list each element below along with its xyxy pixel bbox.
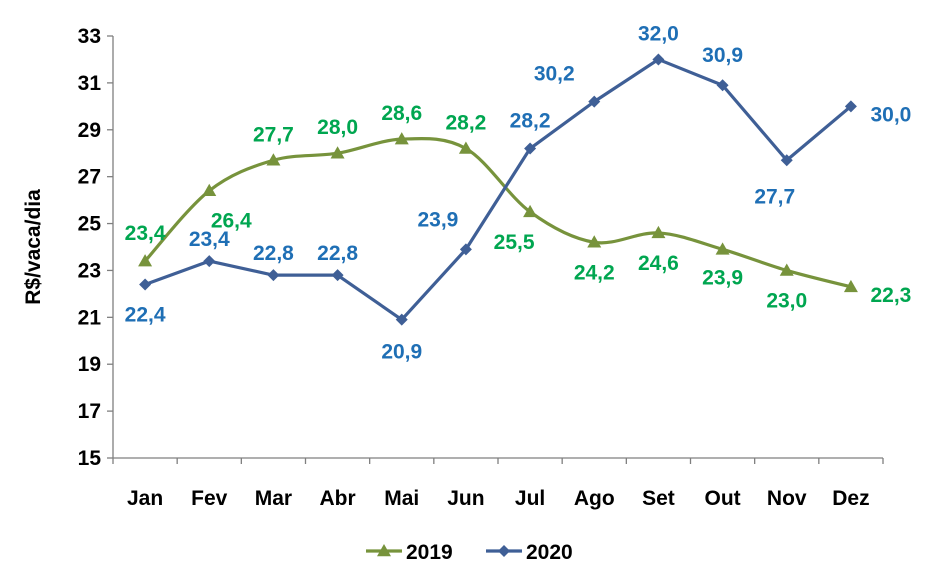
x-tick-label: Mar bbox=[255, 487, 292, 510]
series-2020-data-label: 23,4 bbox=[189, 228, 230, 251]
series-2020-line bbox=[144, 57, 852, 322]
x-tick-label: Fev bbox=[191, 487, 228, 510]
series-layer bbox=[138, 53, 858, 326]
series-2019-data-label: 28,2 bbox=[445, 112, 486, 135]
series-2019-point bbox=[458, 141, 473, 154]
series-2020-point bbox=[459, 243, 472, 256]
series-2019-data-label: 28,0 bbox=[317, 116, 358, 139]
x-tick-label: Jan bbox=[127, 487, 163, 510]
series-2020-data-label: 27,7 bbox=[754, 185, 795, 208]
series-2020-point bbox=[203, 255, 216, 268]
series-2019-point bbox=[651, 225, 666, 239]
series-2020-data-label: 22,8 bbox=[253, 242, 294, 265]
series-2019-data-label: 24,6 bbox=[638, 252, 679, 275]
series-2019-data-label: 27,7 bbox=[253, 123, 294, 146]
series-2020-point bbox=[588, 95, 601, 108]
x-tick-label: Ago bbox=[574, 487, 615, 510]
series-2019-point bbox=[394, 132, 409, 145]
series-2019-point bbox=[330, 146, 345, 159]
x-tick-label: Set bbox=[642, 487, 675, 510]
series-2020-data-label: 22,4 bbox=[125, 304, 166, 327]
series-2019-point bbox=[266, 153, 281, 166]
series-2020-point bbox=[524, 142, 537, 155]
legend: 2019 2020 bbox=[366, 541, 573, 564]
x-tick-label: Dez bbox=[832, 487, 869, 510]
x-tick-label: Jul bbox=[515, 487, 545, 510]
series-2020-point bbox=[844, 100, 857, 113]
series-2020-point bbox=[780, 154, 793, 167]
series-2019-point bbox=[523, 204, 538, 218]
series-2020-data-label: 22,8 bbox=[317, 242, 358, 265]
series-2020-data-label: 28,2 bbox=[510, 110, 551, 133]
y-tick-label: 23 bbox=[78, 259, 101, 282]
y-tick-label: 27 bbox=[78, 166, 101, 189]
y-tick-label: 29 bbox=[78, 119, 101, 142]
series-2020-data-label: 20,9 bbox=[381, 341, 422, 364]
series-2020-point bbox=[139, 278, 152, 291]
y-tick-label: 17 bbox=[78, 400, 101, 423]
series-2019-data-label: 26,4 bbox=[211, 210, 252, 233]
series-2019-point bbox=[779, 263, 794, 276]
series-2019-data-label: 23,4 bbox=[125, 222, 166, 245]
series-2019-data-label: 25,5 bbox=[494, 231, 535, 254]
axes: 15 17 19 21 23 25 27 29 31 33 Jan Fev Mar Abr Mai Jun Ju… bbox=[78, 25, 884, 510]
y-tick-label: 25 bbox=[78, 213, 102, 236]
series-2020-point bbox=[267, 269, 280, 282]
series-2019-point bbox=[138, 254, 153, 267]
y-tick-label: 19 bbox=[78, 353, 101, 376]
y-tick-label: 15 bbox=[78, 447, 102, 470]
series-2020-point bbox=[395, 313, 408, 326]
series-2020-data-label: 30,2 bbox=[534, 63, 575, 86]
legend-2019-marker bbox=[377, 544, 391, 557]
y-tick-label: 31 bbox=[78, 72, 102, 95]
series-2019-point bbox=[843, 279, 858, 293]
series-2020-data-label: 32,0 bbox=[638, 22, 679, 45]
series-2020-point bbox=[652, 53, 665, 66]
y-axis-label: R$/vaca/dia bbox=[22, 189, 45, 305]
series-2019-data-label: 28,6 bbox=[381, 102, 422, 125]
x-tick-label: Nov bbox=[767, 487, 807, 510]
series-2019-data-label: 23,0 bbox=[766, 289, 807, 312]
series-2020-data-label: 30,9 bbox=[702, 44, 743, 67]
series-2019-point bbox=[715, 242, 730, 255]
series-2019-point bbox=[587, 235, 602, 248]
data-labels: 23,426,427,7 28,028,6 28,225,524,2 24,623,9… bbox=[125, 22, 912, 363]
x-tick-label: Jun bbox=[447, 487, 484, 510]
x-tick-label: Mai bbox=[384, 487, 419, 510]
x-tick-label: Out bbox=[705, 487, 741, 510]
series-2020-data-label: 23,9 bbox=[417, 208, 458, 231]
series-2019-point bbox=[202, 183, 217, 196]
y-tick-label: 33 bbox=[78, 25, 101, 48]
legend-2019-label: 2019 bbox=[406, 541, 453, 564]
series-2019-data-label: 22,3 bbox=[870, 284, 911, 307]
legend-2020-label: 2020 bbox=[526, 541, 573, 564]
legend-2020-marker bbox=[498, 545, 510, 557]
y-tick-label: 21 bbox=[78, 306, 102, 329]
series-2019-data-label: 23,9 bbox=[702, 266, 743, 289]
series-2020-data-label: 30,0 bbox=[870, 103, 911, 126]
x-tick-label: Abr bbox=[319, 487, 355, 510]
series-2019-data-label: 24,2 bbox=[574, 261, 615, 284]
series-2020-point bbox=[716, 79, 729, 92]
series-2020-point bbox=[331, 269, 344, 282]
